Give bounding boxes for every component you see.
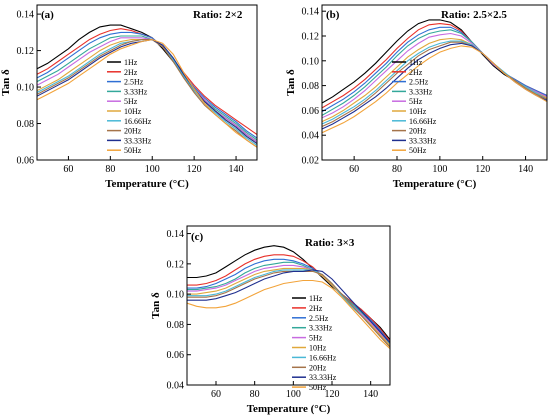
legend-label: 3.33Hz	[124, 87, 148, 96]
x-tick-label: 80	[105, 164, 115, 175]
ratio-label: Ratio: 3×3	[305, 237, 355, 249]
y-tick-label: 0.12	[167, 259, 185, 270]
series-line-33.33Hz	[187, 269, 390, 343]
x-axis-title: Temperature (°C)	[105, 178, 189, 190]
y-axis-title: Tan δ	[285, 69, 297, 96]
y-tick-label: 0.08	[167, 320, 185, 331]
legend-label: 2Hz	[309, 304, 323, 313]
plot-frame	[36, 4, 258, 161]
chart-panel-2: 60 80 100 120 140 0.02 0.04 0.06 0.08 0.10 0.12 0.1…	[285, 4, 548, 190]
legend-label: 33.33Hz	[309, 373, 337, 382]
x-axis-title: Temperature (°C)	[247, 403, 331, 415]
y-tick-label: 0.10	[167, 290, 185, 301]
chart-panel-1: 60 80 100 120 140 0.06 0.08 0.10 0.12 0.14 Tempera…	[0, 4, 258, 190]
x-tick-label: 120	[187, 164, 202, 175]
legend-label: 33.33Hz	[124, 136, 152, 145]
legend-label: 1Hz	[124, 58, 138, 67]
panel-label: (b)	[326, 9, 340, 21]
x-tick-label: 100	[432, 164, 447, 175]
x-tick-label: 60	[211, 389, 221, 400]
series-line-50Hz	[187, 279, 390, 350]
plot-frame	[186, 225, 391, 386]
legend-label: 1Hz	[309, 294, 323, 303]
legend-label: 2Hz	[124, 68, 138, 77]
x-tick-label: 120	[475, 164, 490, 175]
legend-label: 20Hz	[309, 363, 327, 372]
legend-label: 50Hz	[409, 146, 427, 155]
y-tick-label: 0.06	[17, 156, 35, 167]
y-tick-label: 0.12	[302, 32, 320, 43]
legend-label: 20Hz	[409, 127, 427, 136]
panel-label: (c)	[191, 231, 204, 243]
legend-label: 1Hz	[409, 58, 423, 67]
y-tick-label: 0.10	[302, 56, 320, 67]
x-tick-label: 100	[145, 164, 160, 175]
legend: 1Hz2Hz2.5Hz3.33Hz5Hz10Hz16.66Hz20Hz33.33…	[292, 294, 337, 392]
x-tick-label: 140	[363, 389, 378, 400]
x-tick-label: 80	[392, 164, 402, 175]
y-axis-title: Tan δ	[150, 292, 162, 319]
y-tick-label: 0.04	[302, 131, 320, 142]
legend-label: 3.33Hz	[409, 87, 433, 96]
y-tick-label: 0.06	[302, 106, 320, 117]
series-line-3.33Hz	[322, 29, 547, 116]
series-line-5Hz	[187, 264, 390, 346]
y-tick-label: 0.12	[17, 46, 35, 57]
series-line-2.5Hz	[37, 31, 257, 139]
legend-label: 20Hz	[124, 127, 142, 136]
legend-label: 16.66Hz	[409, 117, 437, 126]
legend-label: 5Hz	[409, 97, 423, 106]
legend-label: 3.33Hz	[309, 324, 333, 333]
x-tick-label: 140	[518, 164, 533, 175]
y-tick-label: 0.14	[17, 10, 35, 21]
x-tick-label: 60	[349, 164, 359, 175]
y-tick-label: 0.14	[302, 7, 320, 18]
series-line-50Hz	[322, 45, 547, 134]
panel-label: (a)	[41, 9, 54, 21]
legend: 1Hz2Hz2.5Hz3.33Hz5Hz10Hz16.66Hz20Hz33.33…	[107, 58, 152, 155]
y-tick-label: 0.08	[17, 119, 35, 130]
legend-label: 10Hz	[124, 107, 142, 116]
series-line-2.5Hz	[322, 26, 547, 113]
x-axis-title: Temperature (°C)	[393, 178, 477, 190]
legend-label: 5Hz	[309, 334, 323, 343]
series-line-20Hz	[187, 270, 390, 348]
legend-label: 2.5Hz	[124, 78, 144, 87]
legend-label: 33.33Hz	[409, 136, 437, 145]
x-tick-label: 60	[63, 164, 73, 175]
legend-label: 10Hz	[309, 344, 327, 353]
y-axis-title: Tan δ	[0, 69, 12, 96]
legend-label: 2.5Hz	[309, 314, 329, 323]
series-line-50Hz	[37, 39, 257, 148]
chart-panel-3: 60 80 100 120 140 0.04 0.06 0.08 0.10 0.12 0.14 Tem…	[150, 225, 391, 415]
series-line-5Hz	[37, 37, 257, 143]
series-line-3.33Hz	[37, 35, 257, 141]
legend-label: 16.66Hz	[124, 117, 152, 126]
x-tick-label: 100	[286, 389, 301, 400]
legend-label: 2Hz	[409, 68, 423, 77]
y-tick-label: 0.06	[167, 350, 185, 361]
legend-label: 2.5Hz	[409, 78, 429, 87]
plot-frame	[321, 4, 548, 161]
y-tick-label: 0.08	[302, 81, 320, 92]
y-tick-label: 0.14	[167, 229, 185, 240]
legend-label: 5Hz	[124, 97, 138, 106]
y-tick-label: 0.10	[17, 83, 35, 94]
x-tick-label: 120	[325, 389, 340, 400]
legend-label: 50Hz	[124, 146, 142, 155]
x-tick-label: 80	[250, 389, 260, 400]
legend-label: 10Hz	[409, 107, 427, 116]
ratio-label: Ratio: 2.5×2.5	[441, 9, 507, 21]
y-tick-label: 0.02	[302, 156, 320, 167]
y-tick-label: 0.04	[167, 381, 185, 392]
legend-label: 50Hz	[309, 383, 327, 392]
x-tick-label: 140	[229, 164, 244, 175]
legend-label: 16.66Hz	[309, 353, 337, 362]
series-line-3.33Hz	[187, 261, 390, 345]
series-line-16.66Hz	[322, 40, 547, 125]
legend: 1Hz2Hz2.5Hz3.33Hz5Hz10Hz16.66Hz20Hz33.33…	[392, 58, 437, 155]
ratio-label: Ratio: 2×2	[193, 9, 243, 21]
